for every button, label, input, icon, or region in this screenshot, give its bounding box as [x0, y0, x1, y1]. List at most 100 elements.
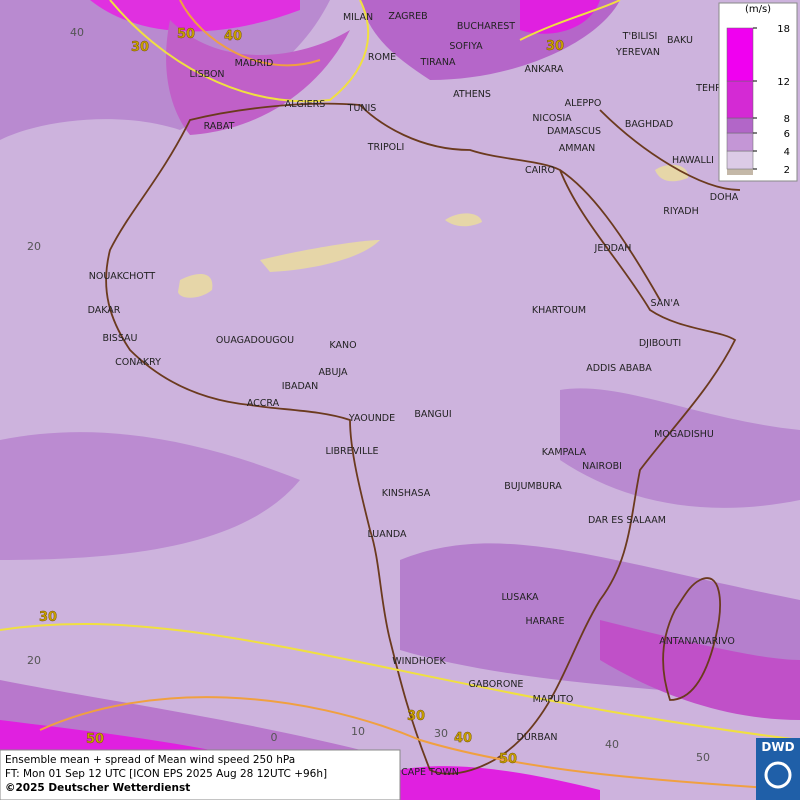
city-label: ABUJA — [318, 367, 348, 378]
legend-tick-label: 12 — [777, 77, 790, 88]
city-label: MAPUTO — [533, 694, 574, 705]
city-label: IBADAN — [282, 381, 319, 392]
city-label: KAMPALA — [542, 447, 587, 458]
city-label: MILAN — [343, 12, 373, 23]
contour-label: 40 — [454, 731, 472, 746]
contour-label: 30 — [131, 40, 149, 55]
city-label: TEHRA — [695, 83, 728, 94]
city-label: SAN'A — [651, 298, 680, 309]
legend-unit: (m/s) — [745, 4, 771, 15]
legend-tick-label: 6 — [784, 129, 790, 140]
logo-text: DWD — [761, 740, 794, 754]
footer: Ensemble mean + spread of Mean wind spee… — [5, 754, 327, 794]
city-label: LISBON — [189, 69, 224, 80]
contour-label: 30 — [407, 709, 425, 724]
graticule-label: 10 — [351, 725, 365, 738]
coastlines — [105, 102, 741, 775]
legend-tick-label: 8 — [784, 114, 790, 125]
city-label: BANGUI — [414, 409, 451, 420]
city-label: NICOSIA — [532, 113, 572, 124]
city-label: YAOUNDE — [348, 413, 395, 424]
city-label: YEREVAN — [615, 47, 660, 58]
city-label: ROME — [368, 52, 396, 63]
city-label: WINDHOEK — [392, 656, 446, 667]
legend-tick-label: 4 — [784, 147, 790, 158]
city-label: CAPE TOWN — [401, 767, 459, 778]
city-label: BUCHAREST — [457, 21, 515, 32]
legend-band — [727, 169, 753, 175]
graticule-label: 0 — [271, 731, 278, 744]
footer-line: Ensemble mean + spread of Mean wind spee… — [5, 754, 295, 766]
city-label: OUAGADOUGOU — [216, 335, 294, 346]
contour-label: 50 — [86, 732, 104, 747]
city-label: DJIBOUTI — [639, 338, 681, 349]
city-label: ATHENS — [453, 89, 491, 100]
contour-label: 40 — [224, 29, 242, 44]
city-label: LUSAKA — [501, 592, 539, 603]
contour-label: 30 — [546, 39, 564, 54]
city-label: RABAT — [204, 121, 235, 132]
graticule-label: 40 — [605, 738, 619, 751]
city-label: CONAKRY — [115, 357, 161, 368]
city-label: DOHA — [710, 192, 739, 203]
city-label: HARARE — [526, 616, 565, 627]
city-label: CAIRO — [525, 165, 555, 176]
city-label: BUJUMBURA — [504, 481, 562, 492]
city-label: TUNIS — [347, 103, 377, 114]
legend-tick-label: 2 — [784, 165, 790, 176]
legend-band — [726, 150, 754, 170]
city-label: DAR ES SALAAM — [588, 515, 666, 526]
city-label: ACCRA — [247, 398, 280, 409]
graticule-label: 40 — [70, 26, 84, 39]
city-label: LUANDA — [367, 529, 407, 540]
city-label: BISSAU — [102, 333, 137, 344]
city-label: TIRANA — [420, 57, 456, 68]
footer-line: FT: Mon 01 Sep 12 UTC [ICON EPS 2025 Aug… — [5, 768, 327, 780]
legend-band — [726, 27, 754, 82]
city-label: MOGADISHU — [654, 429, 714, 440]
city-label: DURBAN — [517, 732, 558, 743]
logo-swirl — [764, 761, 792, 789]
city-label: ALEPPO — [565, 98, 602, 109]
city-label: BAKU — [667, 35, 693, 46]
legend: (m/s) 2 4 6 8 12 18 — [718, 2, 798, 182]
legend-tick-label: 18 — [777, 24, 790, 35]
city-label: DAKAR — [88, 305, 121, 316]
footer-box — [0, 749, 401, 800]
contour-labels: 30 50 40 30 30 30 40 50 50 — [39, 27, 564, 767]
graticule-label: 20 — [27, 654, 41, 667]
city-label: DAMASCUS — [547, 126, 601, 137]
city-label: HAWALLI — [672, 155, 714, 166]
graticule-label: 50 — [696, 751, 710, 764]
city-label: NAIROBI — [582, 461, 622, 472]
city-label: LIBREVILLE — [325, 446, 378, 457]
footer-line: ©2025 Deutscher Wetterdienst — [5, 782, 190, 794]
city-label: SOFIYA — [449, 41, 483, 52]
city-label: GABORONE — [469, 679, 524, 690]
contour-label: 30 — [39, 610, 57, 625]
city-label: MADRID — [235, 58, 274, 69]
city-label: KINSHASA — [382, 488, 431, 499]
city-label: NOUAKCHOTT — [89, 271, 156, 282]
city-label: ADDIS ABABA — [586, 363, 652, 374]
graticule-labels: 40 20 20 0 10 30 40 50 — [27, 26, 710, 764]
logo-box — [756, 738, 800, 800]
city-label: BAGHDAD — [625, 119, 673, 130]
city-label: T'BILISI — [622, 31, 658, 42]
city-label: JEDDAH — [594, 243, 632, 254]
city-label: ANKARA — [525, 64, 564, 75]
legend-band — [726, 80, 754, 119]
city-label: KHARTOUM — [532, 305, 586, 316]
contour-label: 50 — [177, 27, 195, 42]
city-label: ANTANANARIVO — [659, 636, 735, 647]
city-label: KANO — [329, 340, 356, 351]
graticule-label: 30 — [434, 727, 448, 740]
legend-band — [726, 132, 754, 152]
city-label: TRIPOLI — [367, 142, 405, 153]
city-label: AMMAN — [559, 143, 596, 154]
city-labels: MILAN ZAGREB BUCHAREST T'BILISI BAKU SOFIYA YE… — [88, 11, 739, 778]
legend-band — [726, 117, 754, 134]
